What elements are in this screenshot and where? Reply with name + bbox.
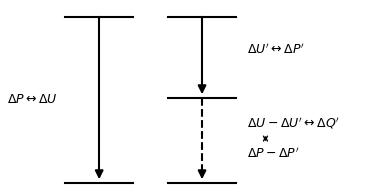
Text: $\Delta U - \Delta U^{\prime}\leftrightarrow\Delta Q^{\prime}$: $\Delta U - \Delta U^{\prime}\leftrighta… (247, 115, 340, 131)
Text: $\Delta P - \Delta P^{\prime}$: $\Delta P - \Delta P^{\prime}$ (247, 147, 299, 161)
Text: $\Delta P\leftrightarrow\Delta U$: $\Delta P\leftrightarrow\Delta U$ (7, 93, 58, 106)
Text: $\Delta U^{\prime}\leftrightarrow\Delta P^{\prime}$: $\Delta U^{\prime}\leftrightarrow\Delta … (247, 43, 304, 57)
